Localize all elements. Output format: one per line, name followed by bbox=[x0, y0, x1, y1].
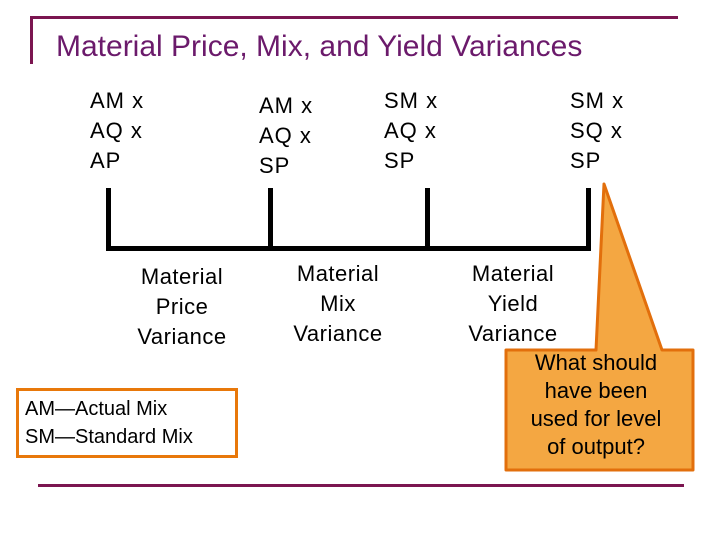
slide-title: Material Price, Mix, and Yield Variances bbox=[56, 30, 583, 63]
formula-line: AQ x bbox=[90, 117, 143, 143]
variance-line: Variance bbox=[468, 320, 558, 346]
callout-question-text: What should have been used for level of … bbox=[503, 349, 689, 461]
formula-line: SQ x bbox=[570, 117, 623, 143]
formula-line: SP bbox=[259, 152, 291, 178]
variance-line: Material bbox=[296, 261, 380, 286]
callout-line: have been bbox=[544, 377, 648, 403]
yield-variance-label: Material Yield Variance bbox=[457, 259, 569, 349]
legend-line-standard-mix: SM—Standard Mix bbox=[25, 426, 193, 448]
bracket-vertical-line bbox=[268, 188, 273, 251]
callout-line: used for level bbox=[530, 405, 662, 431]
bracket-vertical-line bbox=[425, 188, 430, 251]
column-actual-mix-standard-price: AM x AQ x SP bbox=[259, 91, 313, 181]
variance-line: Variance bbox=[137, 323, 227, 349]
slide-frame-top-rule bbox=[30, 16, 678, 19]
formula-line: AM x bbox=[259, 93, 314, 118]
mix-variance-label: Material Mix Variance bbox=[282, 259, 394, 349]
variance-line: Mix bbox=[320, 290, 356, 316]
callout-line: of output? bbox=[547, 433, 645, 459]
bracket-vertical-line bbox=[586, 188, 591, 251]
formula-line: AQ x bbox=[384, 117, 437, 143]
bracket-vertical-line bbox=[106, 188, 111, 251]
formula-line: AP bbox=[90, 147, 122, 173]
legend-line-actual-mix: AM—Actual Mix bbox=[25, 398, 168, 420]
variance-line: Yield bbox=[487, 290, 539, 316]
abbreviation-legend-box: AM—Actual Mix SM—Standard Mix bbox=[16, 388, 238, 458]
formula-line: SM x bbox=[384, 88, 439, 113]
variance-line: Variance bbox=[293, 320, 383, 346]
formula-line: AM x bbox=[90, 88, 145, 113]
formula-line: AQ x bbox=[259, 122, 312, 148]
column-standard-mix-actual-quantity: SM x AQ x SP bbox=[384, 86, 438, 176]
variance-line: Material bbox=[140, 264, 224, 289]
formula-line: SM x bbox=[570, 88, 625, 113]
callout-bubble bbox=[504, 182, 695, 472]
variance-line: Price bbox=[155, 293, 209, 319]
callout-line: What should bbox=[534, 350, 658, 375]
column-standard-quantity: SM x SQ x SP bbox=[570, 86, 624, 176]
bracket-horizontal-line bbox=[106, 246, 591, 251]
formula-line: SP bbox=[384, 147, 416, 173]
slide-frame-left-rule bbox=[30, 16, 33, 64]
price-variance-label: Material Price Variance bbox=[126, 262, 238, 352]
formula-line: SP bbox=[570, 147, 602, 173]
variance-line: Material bbox=[471, 261, 555, 286]
column-actual-price: AM x AQ x AP bbox=[90, 86, 144, 176]
slide-bottom-rule bbox=[38, 484, 684, 487]
